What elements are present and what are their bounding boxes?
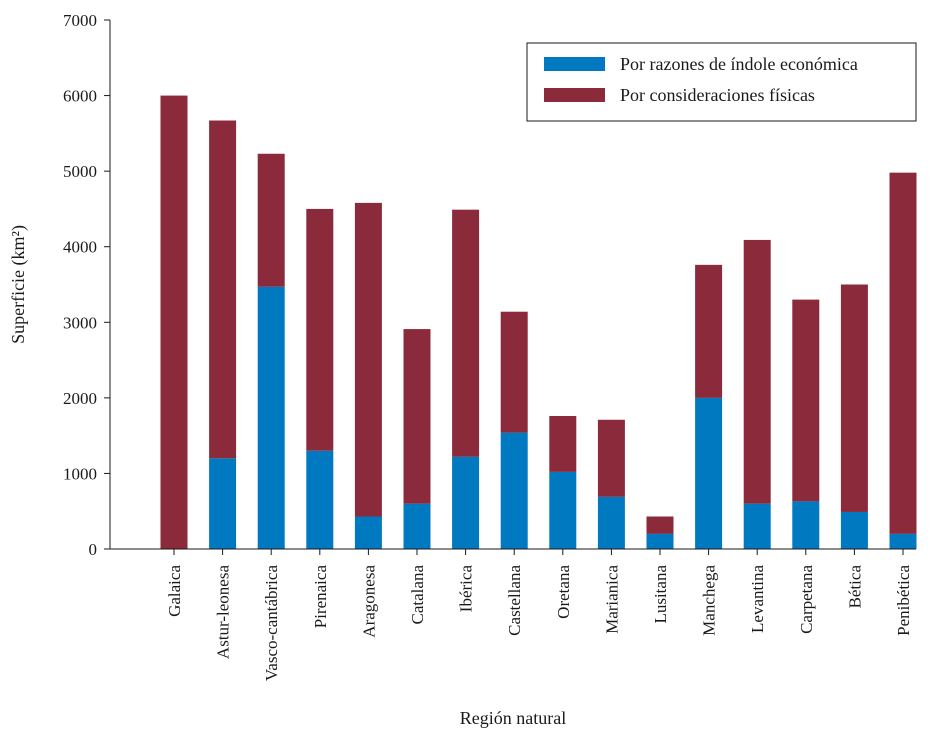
bar-oretana-economic	[549, 471, 577, 549]
x-tick-label-astur-leonesa: Astur-leonesa	[214, 565, 233, 660]
x-tick-label-iberica: Ibérica	[457, 565, 476, 613]
bar-aragonesa-physical	[354, 202, 382, 517]
x-tick-label-carpetana: Carpetana	[797, 565, 816, 634]
y-tick-label: 5000	[63, 162, 97, 181]
y-tick-label: 1000	[63, 464, 97, 483]
bar-penibetica-economic	[889, 533, 917, 549]
x-tick-label-vasco-cantabrica: Vasco-cantábrica	[262, 565, 281, 682]
legend-label-economic: Por razones de índole económica	[620, 54, 858, 74]
x-tick-label-oretana: Oretana	[554, 565, 573, 619]
bar-aragonesa-economic	[354, 516, 382, 549]
bar-catalana-economic	[403, 503, 431, 549]
x-tick-label-levantina: Levantina	[748, 565, 767, 633]
bar-lusitana-physical	[646, 516, 674, 534]
x-tick-label-catalana: Catalana	[408, 565, 427, 625]
bar-astur-leonesa-economic	[209, 458, 237, 549]
x-tick-label-penibetica: Penibética	[894, 565, 913, 636]
bar-betica-physical	[840, 284, 868, 512]
x-tick-label-aragonesa: Aragonesa	[359, 565, 378, 638]
x-tick-label-manchega: Manchega	[700, 565, 719, 636]
bar-carpetana-economic	[792, 501, 820, 549]
y-tick-label: 7000	[63, 11, 97, 30]
bar-manchega-physical	[695, 264, 723, 398]
bar-betica-economic	[840, 511, 868, 549]
x-tick-label-pirenaica: Pirenaica	[311, 565, 330, 629]
x-tick-label-betica: Bética	[845, 565, 864, 609]
bar-lusitana-economic	[646, 533, 674, 549]
bar-levantina-physical	[743, 239, 771, 504]
bar-vasco-cantabrica-economic	[257, 286, 285, 549]
x-tick-label-galaica: Galaica	[165, 565, 184, 617]
bar-marianica-economic	[597, 496, 625, 549]
y-tick-label: 4000	[63, 238, 97, 257]
x-tick-label-lusitana: Lusitana	[651, 565, 670, 624]
bar-castellana-economic	[500, 432, 528, 549]
y-tick-label: 3000	[63, 313, 97, 332]
bar-vasco-cantabrica-physical	[257, 153, 285, 287]
y-tick-labels: 0 1000 2000 3000 4000 5000 6000 7000	[63, 11, 97, 559]
bar-penibetica-physical	[889, 172, 917, 534]
legend-swatch-physical	[544, 88, 605, 102]
legend: Por razones de índole económica Por cons…	[526, 42, 917, 122]
bars-layer	[160, 95, 917, 550]
bar-iberica-economic	[452, 456, 480, 549]
bar-oretana-physical	[549, 415, 577, 472]
x-tick-label-castellana: Castellana	[505, 565, 524, 636]
y-axis-title: Superficie (km²)	[8, 225, 29, 344]
bar-pirenaica-economic	[306, 450, 334, 549]
bar-iberica-physical	[452, 209, 480, 457]
x-tick-label-marianica: Marianica	[602, 565, 621, 634]
bar-catalana-physical	[403, 329, 431, 504]
legend-box	[526, 42, 917, 122]
legend-swatch-economic	[544, 57, 605, 71]
x-axis-title: Región natural	[460, 708, 566, 728]
axes-layer	[104, 19, 916, 555]
bar-manchega-economic	[695, 397, 723, 549]
legend-label-physical: Por consideraciones físicas	[620, 85, 815, 105]
y-tick-label: 2000	[63, 389, 97, 408]
y-tick-label: 0	[89, 540, 98, 559]
bar-galaica-physical	[160, 95, 188, 550]
bar-castellana-physical	[500, 311, 528, 433]
bar-levantina-economic	[743, 503, 771, 549]
x-tick-labels: Galaica Astur-leonesa Vasco-cantábrica Pire…	[165, 565, 913, 682]
bar-pirenaica-physical	[306, 208, 334, 451]
bar-astur-leonesa-physical	[209, 120, 237, 459]
bar-marianica-physical	[597, 419, 625, 497]
y-tick-label: 6000	[63, 87, 97, 106]
bar-carpetana-physical	[792, 299, 820, 502]
